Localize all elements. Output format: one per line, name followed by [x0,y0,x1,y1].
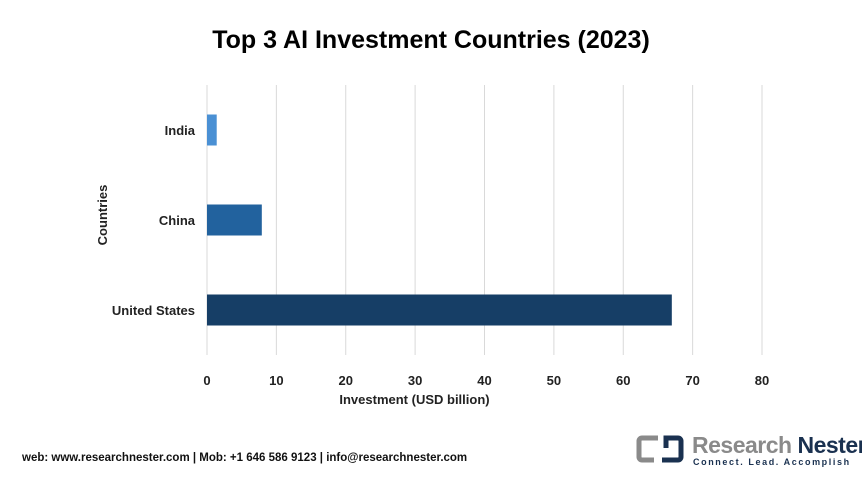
logo-name-2: Nester [797,432,862,458]
logo-name-1: Research [692,432,792,458]
logo-mark-icon [636,435,684,463]
bar-chart: 0 10 20 30 40 50 60 70 80 India China United States… [95,85,769,407]
research-nester-logo: Research Nester Connect. Lead. Accomplis… [636,432,862,472]
logo-tagline: Connect. Lead. Accomplish [693,457,851,467]
x-tick-label: 60 [616,373,630,388]
x-tick-label: 40 [477,373,491,388]
x-tick-label: 50 [547,373,561,388]
x-tick-label: 70 [685,373,699,388]
x-tick-label: 20 [339,373,353,388]
y-tick-label: India [165,123,196,138]
x-axis-label: Investment (USD billion) [339,392,489,407]
x-tick-label: 0 [203,373,210,388]
bar-china [207,204,262,236]
x-tick-label: 80 [755,373,769,388]
x-tick-label: 10 [269,373,283,388]
y-tick-label: China [159,213,196,228]
x-tick-label: 30 [408,373,422,388]
chart-title: Top 3 AI Investment Countries (2023) [212,26,650,54]
bar-united-states [207,294,672,326]
footer-contact: web: www.researchnester.com | Mob: +1 64… [22,452,468,464]
y-axis-label: Countries [95,185,110,246]
bar-india [207,114,217,146]
y-tick-label: United States [112,303,195,318]
